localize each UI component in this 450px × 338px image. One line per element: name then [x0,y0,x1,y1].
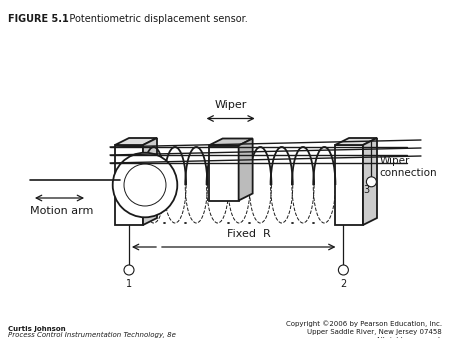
Circle shape [338,265,348,275]
Polygon shape [115,145,143,225]
Polygon shape [209,145,238,200]
Polygon shape [238,139,252,200]
Circle shape [366,177,376,187]
Circle shape [112,153,177,217]
Polygon shape [335,138,377,145]
Circle shape [124,265,134,275]
Text: Wiper: Wiper [215,100,247,111]
Polygon shape [115,138,157,145]
Text: Process Control Instrumentation Technology, 8e: Process Control Instrumentation Technolo… [8,332,176,338]
Text: 3: 3 [363,185,369,195]
Text: Wiper
connection: Wiper connection [379,155,437,178]
Text: Curtis Johnson: Curtis Johnson [8,326,66,332]
Text: FIGURE 5.1: FIGURE 5.1 [8,14,69,24]
Polygon shape [143,138,157,225]
Text: Copyright ©2006 by Pearson Education, Inc.
Upper Saddle River, New Jersey 07458
: Copyright ©2006 by Pearson Education, In… [286,320,442,338]
Text: 2: 2 [340,279,346,289]
Polygon shape [209,139,252,145]
Text: 1: 1 [126,279,132,289]
Circle shape [124,164,166,206]
Text: Fixed  R: Fixed R [227,229,270,239]
Text: Potentiometric displacement sensor.: Potentiometric displacement sensor. [60,14,248,24]
Polygon shape [363,138,377,225]
Polygon shape [335,145,363,225]
Text: Motion arm: Motion arm [30,206,94,216]
